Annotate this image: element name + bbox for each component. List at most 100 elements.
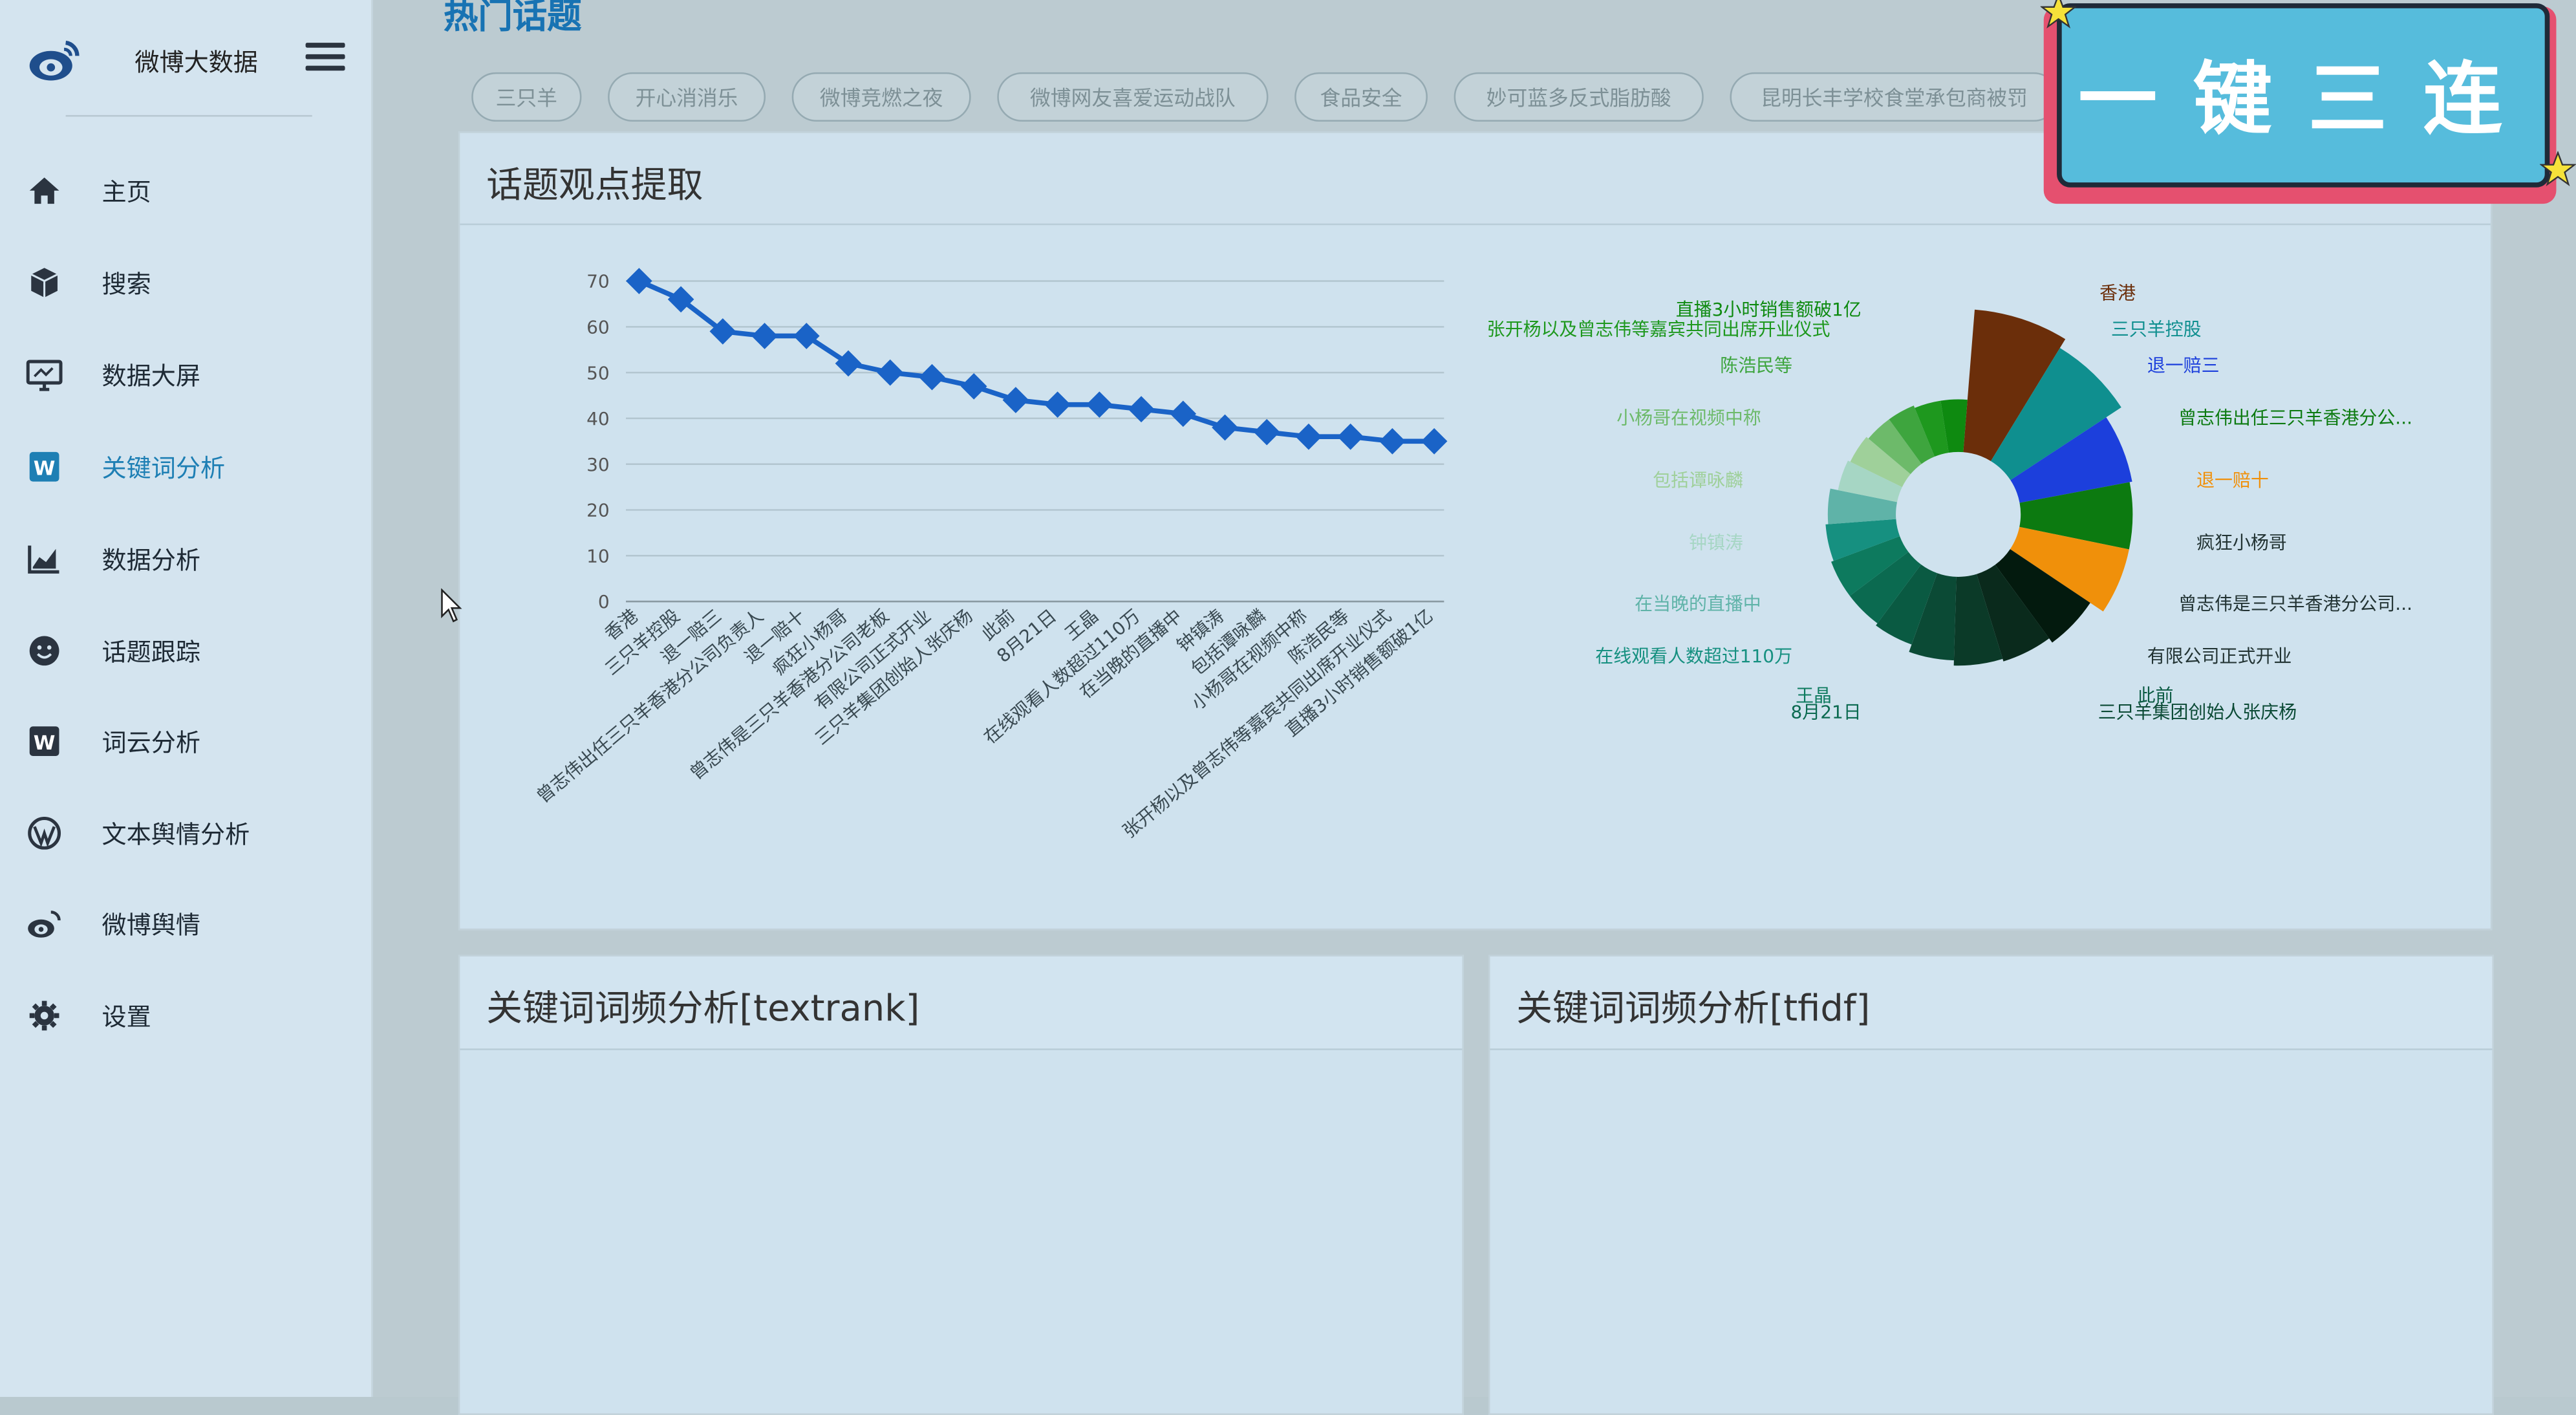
mouse-cursor-icon [441,588,462,623]
home-icon [29,177,59,204]
topic-tag[interactable]: 微博竞燃之夜 [791,72,971,122]
star-icon [2040,0,2077,29]
sidebar-item-topic-tracking[interactable]: 话题跟踪 [0,618,371,684]
pie-label: 此前 [2138,685,2174,706]
pie-slice [1915,400,1949,457]
weibo-icon [28,911,61,938]
pie-label: 直播3小时销售额破1亿 [1676,299,1862,320]
pie-slice [1976,565,2050,662]
sidebar-item-label: 搜索 [102,269,151,299]
sidebar-item-text-sentiment[interactable]: 文本舆情分析 [0,801,371,867]
pie-slice [1868,419,1922,475]
pie-slice [2010,526,2129,612]
sidebar-item-home[interactable]: 主页 [0,158,371,224]
pie-label: 曾志伟出任三只羊香港分公... [2178,407,2412,429]
pie-slice [1849,552,1922,623]
pie-label: 退一赔十 [2196,470,2269,491]
gear-icon [29,1000,59,1031]
topic-tag[interactable]: 三只羊 [471,72,582,122]
pie-slice [1850,437,1911,488]
pie-label: 有限公司正式开业 [2147,645,2292,667]
data-point [877,359,904,386]
topic-tag[interactable]: 开心消消乐 [608,72,766,122]
pie-label: 曾志伟是三只羊香港分公司... [2178,593,2412,614]
topic-tag[interactable]: 昆明长丰学校食堂承包商被罚 [1730,72,2059,122]
tfidf-panel: 关键词词频分析[tfidf] [1488,955,2494,1415]
sidebar-item-label: 话题跟踪 [102,637,201,667]
pie-slice [1995,549,2090,643]
svg-text:W: W [34,457,56,480]
sidebar-item-label: 数据分析 [102,545,201,576]
sidebar-item-word-cloud[interactable]: W 词云分析 [0,708,371,774]
word-icon: W [29,726,59,756]
pie-slice [1889,405,1935,464]
sidebar-item-dashboard[interactable]: 数据大屏 [0,342,371,408]
data-point [1253,418,1280,446]
pie-label: 陈浩民等 [1720,354,1792,376]
star-icon [2540,151,2576,187]
pie-slice [1825,519,1900,561]
opinion-charts: 010203040506070香港三只羊控股退一赔三曾志伟出任三只羊香港分公司负… [532,268,2412,842]
panel-header: 关键词词频分析[textrank] [460,956,1463,1050]
y-tick-label: 60 [586,316,610,338]
pie-label: 三只羊集团创始人张庆杨 [2098,702,2297,723]
sidebar-item-label: 数据大屏 [102,362,201,391]
pie-label: 香港 [2099,282,2136,303]
topic-tag[interactable]: 妙可蓝多反式脂肪酸 [1454,72,1704,122]
y-tick-label: 30 [586,454,610,475]
y-tick-label: 50 [586,362,610,383]
triple-action-banner: 一键三连 [2037,0,2576,210]
hamburger-menu-icon[interactable] [305,36,345,79]
topic-tag[interactable]: 食品安全 [1294,72,1428,122]
sidebar-item-label: 词云分析 [102,728,201,758]
y-tick-label: 40 [586,408,610,429]
panel-title: 话题观点提取 [486,166,703,208]
pie-label: 三只羊控股 [2111,318,2202,340]
sidebar-item-data-analysis[interactable]: 数据分析 [0,526,371,592]
y-tick-label: 70 [586,271,610,292]
data-point [960,373,987,400]
pie-slice [1909,573,1957,661]
data-point [1002,387,1029,413]
data-point [835,350,862,377]
pie-slice [1831,536,1909,596]
word-icon: W [29,451,59,482]
sidebar-item-keyword-analysis[interactable]: W 关键词分析 [0,434,371,500]
data-point [1086,391,1113,418]
sidebar: 微博大数据 主页 搜索 数据大屏 W 关键词分析 数据分析 话题跟踪 [0,0,373,1398]
pie-slice [1963,309,2066,461]
brand-divider [65,114,312,117]
pie-label: 8月21日 [1791,702,1862,723]
textrank-panel: 关键词词频分析[textrank] [458,955,1464,1415]
hot-topics-title: 热门话题 [444,0,582,36]
data-point [1421,427,1448,455]
sidebar-item-settings[interactable]: 设置 [0,983,371,1049]
pie-slice [1876,564,1938,645]
pie-label: 张开杨以及曾志伟等嘉宾共同出席开业仪式 [1487,318,1830,340]
svg-text:W: W [34,732,56,755]
sidebar-item-label: 关键词分析 [102,453,226,484]
sidebar-item-label: 微博舆情 [102,910,201,940]
pie-label: 在当晚的直播中 [1635,593,1761,614]
pie-slice [1940,399,1968,453]
panel-header: 关键词词频分析[tfidf] [1490,956,2493,1050]
pie-slice [1838,460,1902,502]
data-point [1379,427,1406,455]
data-point [667,286,694,313]
brand-name: 微博大数据 [134,47,258,78]
sidebar-item-label: 主页 [102,177,151,208]
pie-label: 钟镇涛 [1689,532,1743,554]
pie-label: 王晶 [1796,685,1832,706]
series-line [638,279,1435,444]
data-point [1337,423,1364,450]
sidebar-item-search[interactable]: 搜索 [0,250,371,316]
panel-title: 关键词词频分析[tfidf] [1516,989,1871,1031]
smiley-icon [29,636,59,666]
topic-tag[interactable]: 微博网友喜爱运动战队 [997,72,1269,122]
sidebar-item-weibo-sentiment[interactable]: 微博舆情 [0,891,371,956]
data-point [1170,400,1197,427]
opinion-extraction-panel: 话题观点提取 0 10 20 30 40 50 60 70 香港 三只羊控股 退一赔三 曾志伟出任三只… [458,131,2493,931]
line-chart: 010203040506070香港三只羊控股退一赔三曾志伟出任三只羊香港分公司负… [532,268,1448,842]
